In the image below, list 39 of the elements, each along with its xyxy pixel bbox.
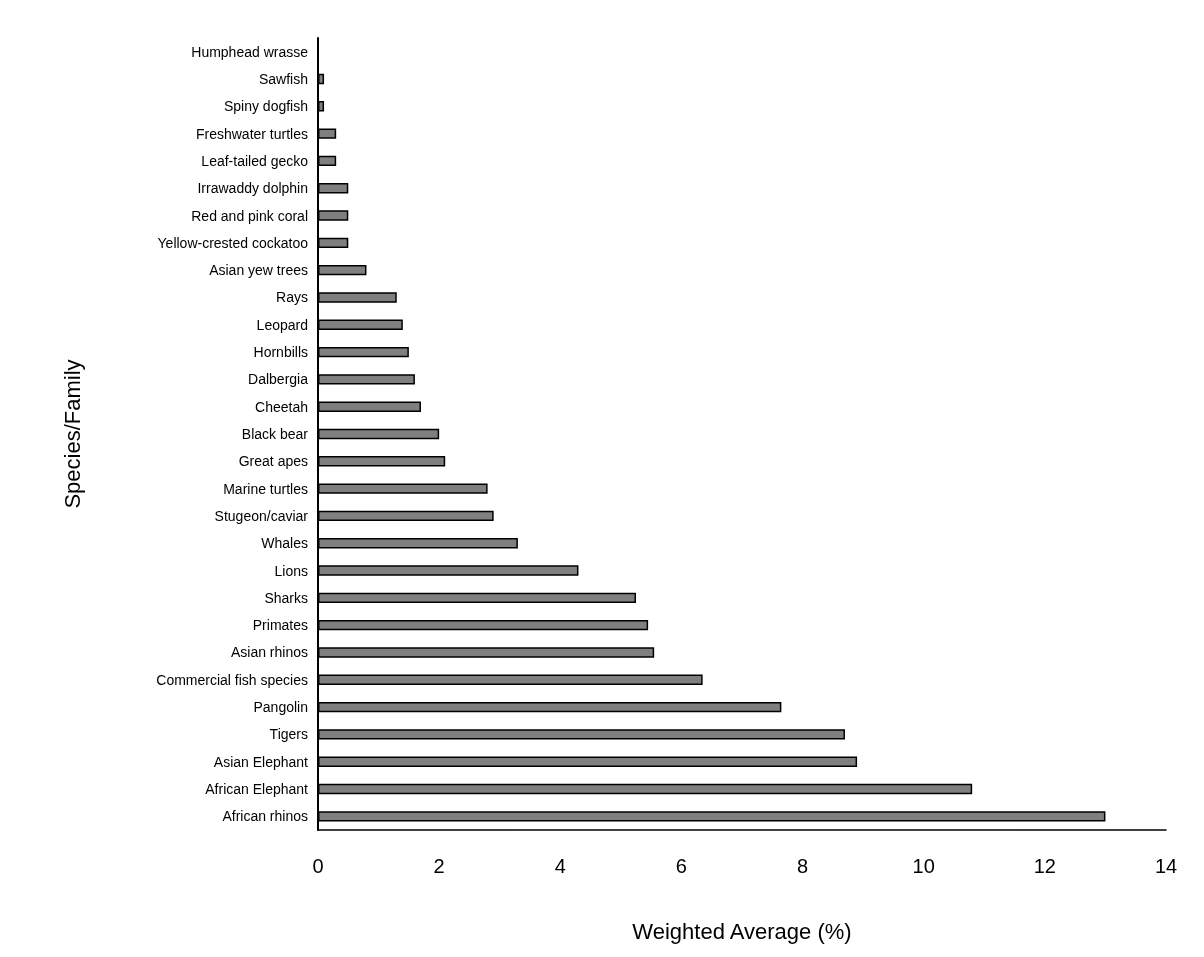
y-tick-label: Lions — [274, 562, 308, 579]
x-tick-label: 8 — [797, 855, 809, 877]
y-tick-label: Hornbills — [253, 344, 308, 361]
y-tick-label: Asian yew trees — [209, 262, 308, 279]
y-tick-label: Rays — [276, 289, 308, 306]
y-tick-label: Stugeon/caviar — [214, 507, 309, 524]
y-tick-label: Asian Elephant — [213, 753, 309, 770]
x-tick-label: 12 — [1033, 855, 1056, 877]
y-tick-label: African Elephant — [205, 781, 309, 798]
y-tick-label: Humphead wrasse — [191, 43, 309, 60]
x-tick-label: 10 — [912, 855, 935, 877]
y-tick-label: Irrawaddy dolphin — [197, 180, 308, 197]
y-tick-label: Sawfish — [258, 70, 308, 87]
y-tick-label: Dalbergia — [248, 371, 309, 388]
y-tick-label: Freshwater turtles — [195, 125, 308, 142]
y-tick-label: Spiny dogfish — [223, 98, 308, 115]
y-tick-label: Pangolin — [253, 699, 308, 716]
x-tick-label: 6 — [675, 855, 687, 877]
y-tick-label: African rhinos — [222, 808, 308, 825]
x-tick-label: 0 — [312, 855, 324, 877]
y-tick-label: Cheetah — [255, 398, 308, 415]
y-tick-label: Asian rhinos — [230, 644, 308, 661]
y-tick-label: Primates — [252, 617, 308, 634]
x-tick-label: 2 — [433, 855, 445, 877]
y-tick-label: Yellow-crested cockatoo — [157, 234, 309, 251]
y-tick-label: Leaf-tailed gecko — [201, 152, 309, 169]
y-tick-label: Marine turtles — [223, 480, 308, 497]
y-tick-label: Black bear — [241, 426, 309, 442]
y-tick-label: Great apes — [238, 453, 308, 470]
y-tick-label: Sharks — [264, 589, 308, 606]
y-tick-label: Commercial fish species — [156, 671, 308, 688]
x-axis-title: Weighted Average (%) — [632, 918, 852, 944]
x-tick-label: 14 — [1154, 855, 1178, 877]
y-tick-label: Leopard — [256, 316, 308, 333]
y-tick-label: Tigers — [269, 726, 308, 743]
y-axis-title: Species/Family — [59, 359, 85, 509]
y-tick-label: Whales — [261, 535, 308, 552]
x-tick-label: 4 — [554, 855, 566, 877]
y-tick-label: Red and pink coral — [191, 207, 308, 224]
